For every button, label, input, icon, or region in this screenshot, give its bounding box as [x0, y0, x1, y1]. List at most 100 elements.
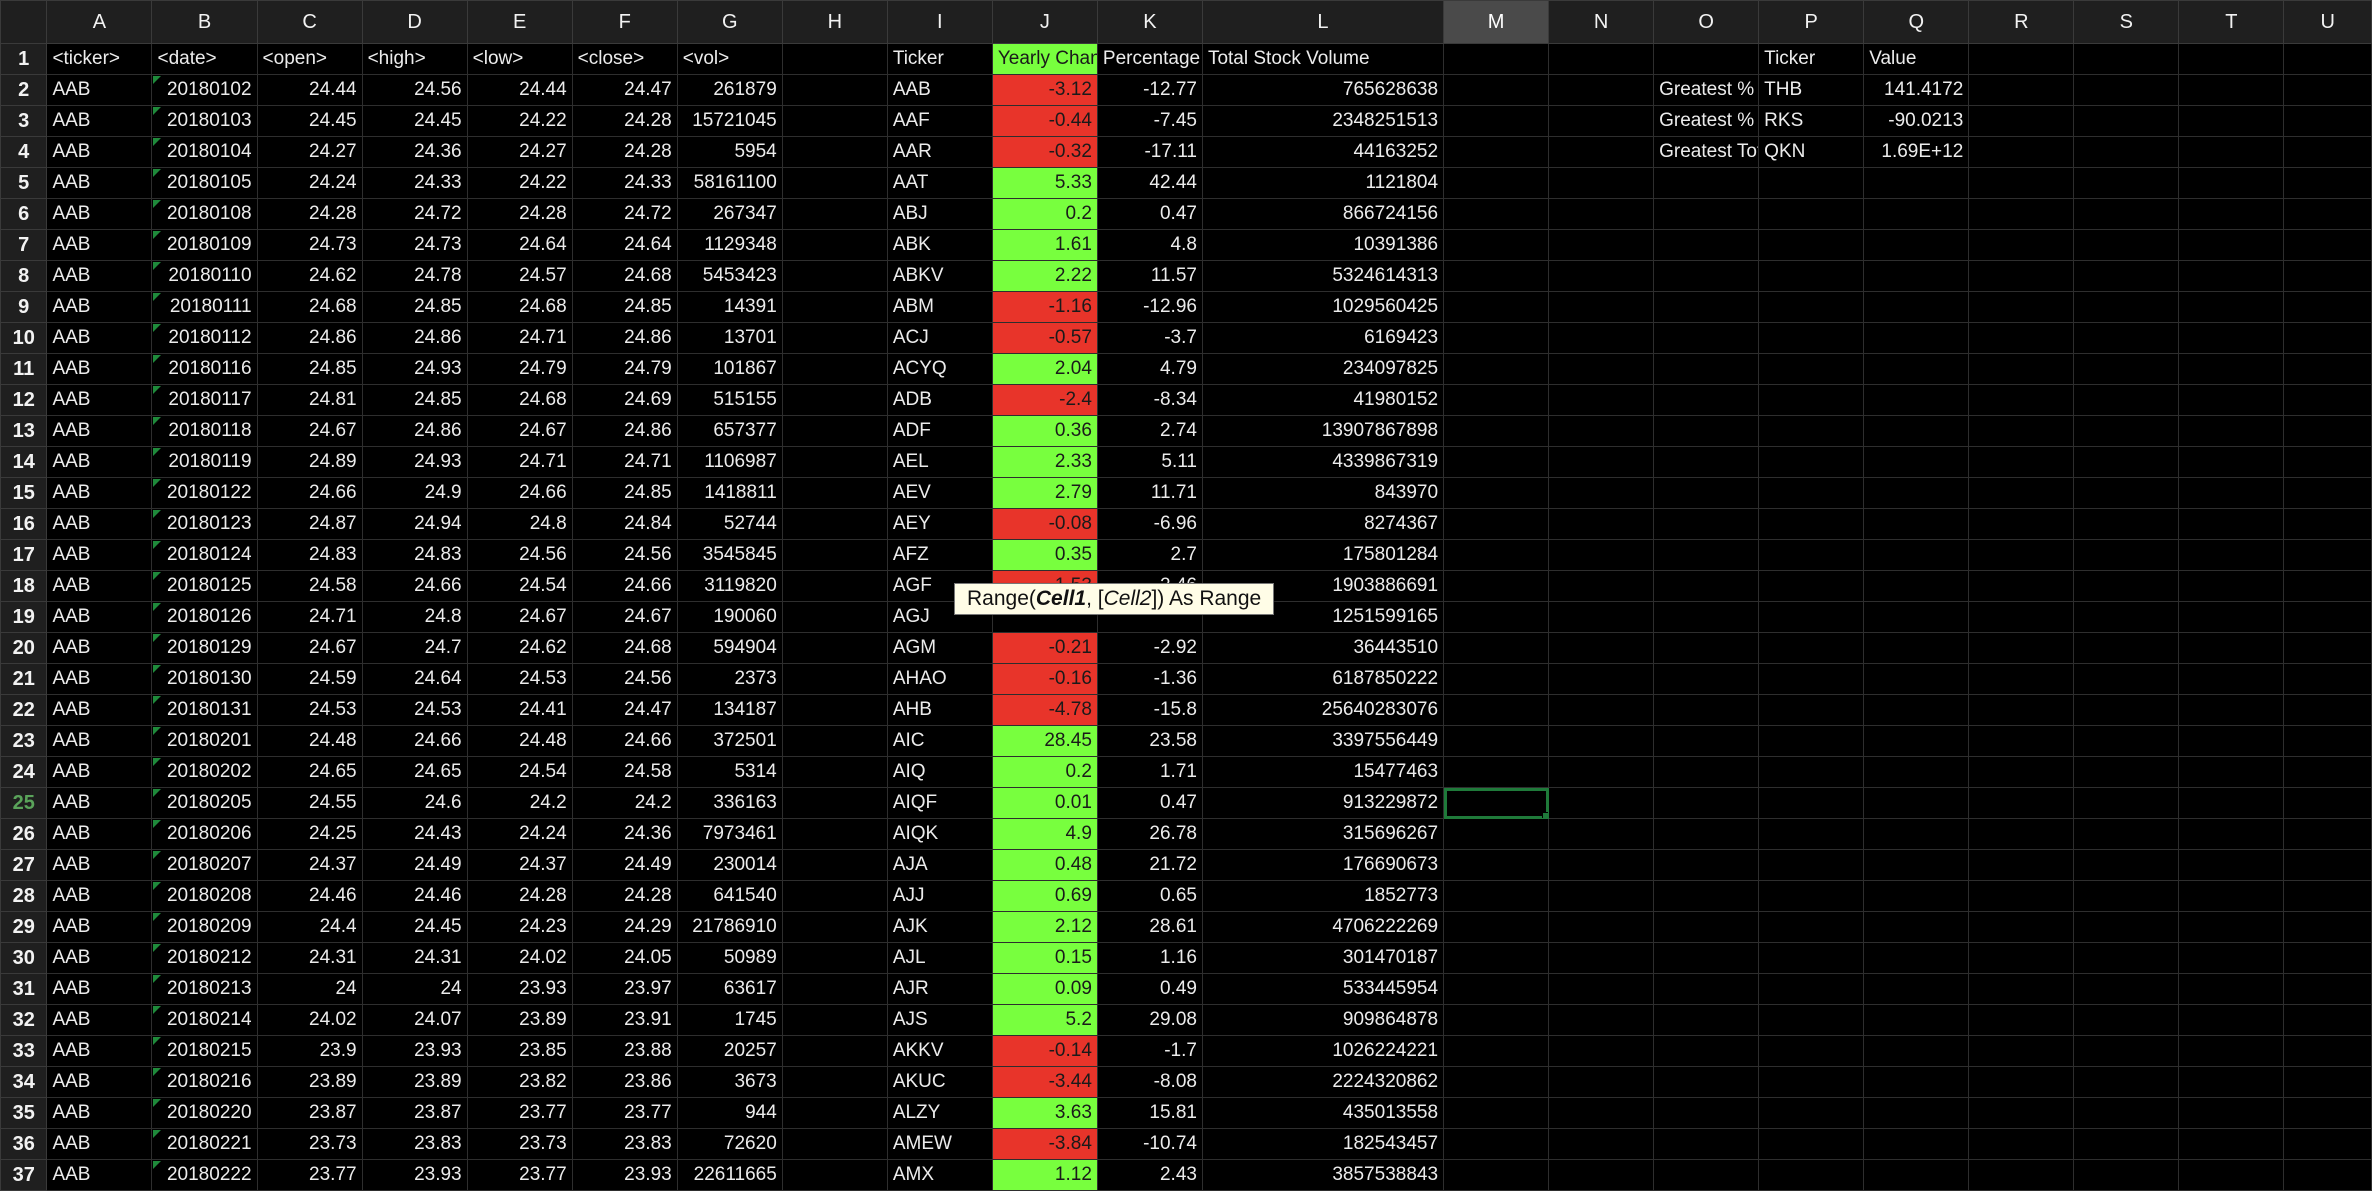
- row-header[interactable]: 14: [0, 446, 48, 478]
- cell-u31[interactable]: [2283, 973, 2372, 1005]
- cell-r37[interactable]: [1968, 1159, 2075, 1191]
- cell-l9[interactable]: 1029560425: [1201, 291, 1445, 323]
- row-header[interactable]: 21: [0, 663, 48, 695]
- cell-o31[interactable]: [1653, 973, 1760, 1005]
- cell-q28[interactable]: [1863, 880, 1970, 912]
- column-header-t[interactable]: T: [2178, 0, 2285, 44]
- cell-t37[interactable]: [2178, 1159, 2285, 1191]
- cell-a18[interactable]: AAB: [46, 570, 153, 602]
- cell-n33[interactable]: [1548, 1035, 1655, 1067]
- cell-g19[interactable]: 190060: [676, 601, 783, 633]
- cell-f16[interactable]: 24.84: [571, 508, 678, 540]
- cell-q8[interactable]: [1863, 260, 1970, 292]
- column-header-p[interactable]: P: [1758, 0, 1865, 44]
- cell-r11[interactable]: [1968, 353, 2075, 385]
- cell-n34[interactable]: [1548, 1066, 1655, 1098]
- cell-a22[interactable]: AAB: [46, 694, 153, 726]
- cell-l26[interactable]: 315696267: [1201, 818, 1445, 850]
- cell-a5[interactable]: AAB: [46, 167, 153, 199]
- cell-c14[interactable]: 24.89: [256, 446, 363, 478]
- cell-n37[interactable]: [1548, 1159, 1655, 1191]
- cell-s6[interactable]: [2073, 198, 2180, 230]
- cell-k7[interactable]: 4.8: [1096, 229, 1203, 261]
- cell-s17[interactable]: [2073, 539, 2180, 571]
- cell-u23[interactable]: [2283, 725, 2372, 757]
- cell-i24[interactable]: AIQ: [886, 756, 993, 788]
- cell-a19[interactable]: AAB: [46, 601, 153, 633]
- cell-c22[interactable]: 24.53: [256, 694, 363, 726]
- cell-i13[interactable]: ADF: [886, 415, 993, 447]
- cell-k1[interactable]: Percentage Change: [1096, 43, 1203, 75]
- cell-h20[interactable]: [781, 632, 888, 664]
- cell-f14[interactable]: 24.71: [571, 446, 678, 478]
- cell-b31[interactable]: 20180213: [151, 973, 258, 1005]
- cell-j13[interactable]: 0.36: [991, 415, 1098, 447]
- row-header[interactable]: 24: [0, 756, 48, 788]
- column-header-e[interactable]: E: [466, 0, 573, 44]
- cell-q17[interactable]: [1863, 539, 1970, 571]
- cell-r15[interactable]: [1968, 477, 2075, 509]
- column-header-s[interactable]: S: [2073, 0, 2180, 44]
- cell-r27[interactable]: [1968, 849, 2075, 881]
- cell-m32[interactable]: [1443, 1004, 1550, 1036]
- cell-j32[interactable]: 5.2: [991, 1004, 1098, 1036]
- cell-t1[interactable]: [2178, 43, 2285, 75]
- cell-j6[interactable]: 0.2: [991, 198, 1098, 230]
- cell-h21[interactable]: [781, 663, 888, 695]
- cell-e30[interactable]: 24.02: [466, 942, 573, 974]
- cell-d7[interactable]: 24.73: [361, 229, 468, 261]
- cell-c10[interactable]: 24.86: [256, 322, 363, 354]
- cell-j14[interactable]: 2.33: [991, 446, 1098, 478]
- cell-f15[interactable]: 24.85: [571, 477, 678, 509]
- cell-e37[interactable]: 23.77: [466, 1159, 573, 1191]
- cell-p17[interactable]: [1758, 539, 1865, 571]
- cell-q26[interactable]: [1863, 818, 1970, 850]
- column-header-d[interactable]: D: [361, 0, 468, 44]
- cell-i14[interactable]: AEL: [886, 446, 993, 478]
- cell-h11[interactable]: [781, 353, 888, 385]
- cell-h29[interactable]: [781, 911, 888, 943]
- cell-p28[interactable]: [1758, 880, 1865, 912]
- cell-j26[interactable]: 4.9: [991, 818, 1098, 850]
- cell-d29[interactable]: 24.45: [361, 911, 468, 943]
- cell-f27[interactable]: 24.49: [571, 849, 678, 881]
- cell-i11[interactable]: ACYQ: [886, 353, 993, 385]
- cell-i33[interactable]: AKKV: [886, 1035, 993, 1067]
- cell-c29[interactable]: 24.4: [256, 911, 363, 943]
- cell-t33[interactable]: [2178, 1035, 2285, 1067]
- cell-u5[interactable]: [2283, 167, 2372, 199]
- cell-g29[interactable]: 21786910: [676, 911, 783, 943]
- cell-m33[interactable]: [1443, 1035, 1550, 1067]
- cell-u15[interactable]: [2283, 477, 2372, 509]
- cell-e3[interactable]: 24.22: [466, 105, 573, 137]
- cell-o19[interactable]: [1653, 601, 1760, 633]
- cell-s34[interactable]: [2073, 1066, 2180, 1098]
- cell-k32[interactable]: 29.08: [1096, 1004, 1203, 1036]
- cell-q35[interactable]: [1863, 1097, 1970, 1129]
- cell-b23[interactable]: 20180201: [151, 725, 258, 757]
- cell-q33[interactable]: [1863, 1035, 1970, 1067]
- cell-i25[interactable]: AIQF: [886, 787, 993, 819]
- cell-e17[interactable]: 24.56: [466, 539, 573, 571]
- cell-l20[interactable]: 36443510: [1201, 632, 1445, 664]
- cell-n25[interactable]: [1548, 787, 1655, 819]
- cell-i34[interactable]: AKUC: [886, 1066, 993, 1098]
- cell-e16[interactable]: 24.8: [466, 508, 573, 540]
- cell-d31[interactable]: 24: [361, 973, 468, 1005]
- column-header-c[interactable]: C: [256, 0, 363, 44]
- cell-l17[interactable]: 175801284: [1201, 539, 1445, 571]
- cell-i37[interactable]: AMX: [886, 1159, 993, 1191]
- cell-t28[interactable]: [2178, 880, 2285, 912]
- cell-u24[interactable]: [2283, 756, 2372, 788]
- cell-h36[interactable]: [781, 1128, 888, 1160]
- cell-k26[interactable]: 26.78: [1096, 818, 1203, 850]
- cell-g20[interactable]: 594904: [676, 632, 783, 664]
- cell-p4[interactable]: QKN: [1758, 136, 1865, 168]
- cell-o10[interactable]: [1653, 322, 1760, 354]
- cell-m6[interactable]: [1443, 198, 1550, 230]
- cell-m23[interactable]: [1443, 725, 1550, 757]
- cell-e22[interactable]: 24.41: [466, 694, 573, 726]
- cell-h30[interactable]: [781, 942, 888, 974]
- cell-m37[interactable]: [1443, 1159, 1550, 1191]
- cell-r18[interactable]: [1968, 570, 2075, 602]
